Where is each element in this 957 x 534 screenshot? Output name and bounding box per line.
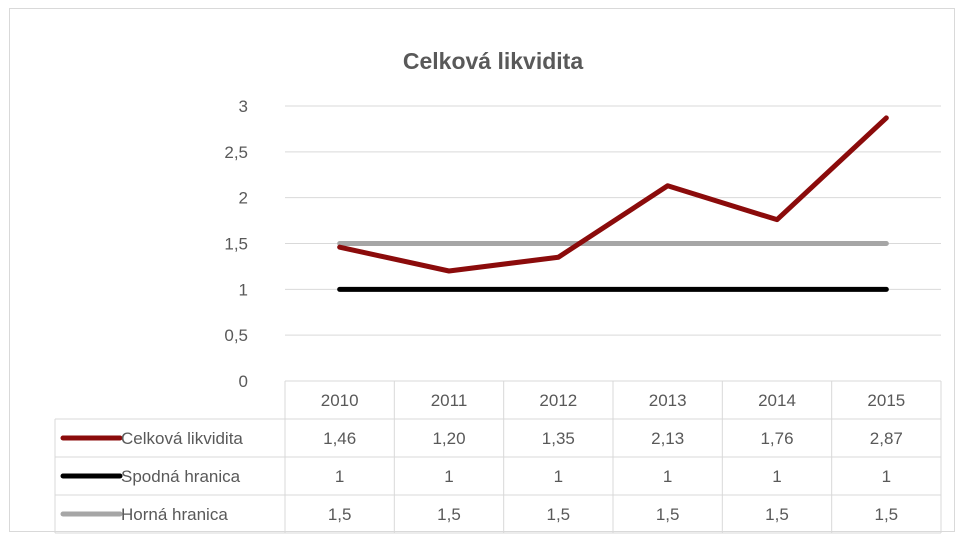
data-label: 1 (663, 467, 672, 486)
series-line-1 (337, 115, 889, 274)
data-label: 1,5 (875, 505, 899, 524)
data-label: 1 (882, 467, 891, 486)
chart-frame (9, 8, 955, 532)
data-label: 1,5 (437, 505, 461, 524)
data-label: 1,76 (760, 429, 793, 448)
series-layer (337, 115, 889, 292)
series-name: Horná hranica (121, 505, 228, 524)
y-tick-label: 0,5 (224, 326, 248, 345)
chart-title: Celková likvidita (403, 48, 583, 74)
data-label: 1 (554, 467, 563, 486)
y-tick-label: 1,5 (224, 235, 248, 254)
data-label: 1,5 (656, 505, 680, 524)
data-label: 1,5 (328, 505, 352, 524)
data-label: 1,5 (547, 505, 571, 524)
x-tick-label: 2012 (539, 391, 577, 410)
data-label: 2,87 (870, 429, 903, 448)
series-name: Spodná hranica (121, 467, 241, 486)
data-label: 1 (444, 467, 453, 486)
x-tick-label: 2010 (321, 391, 359, 410)
data-label: 2,13 (651, 429, 684, 448)
data-label: 1,46 (323, 429, 356, 448)
x-tick-label: 2013 (649, 391, 687, 410)
data-label: 1,5 (765, 505, 789, 524)
x-tick-label: 2014 (758, 391, 796, 410)
data-table: 2010 2011 2012 2013 2014 2015 Celková likvidit… (54, 380, 942, 534)
data-label: 1 (335, 467, 344, 486)
y-tick-label: 3 (239, 97, 248, 116)
series-name: Celková likvidita (121, 429, 243, 448)
y-tick-label: 0 (239, 372, 248, 391)
x-tick-label: 2015 (867, 391, 905, 410)
data-label: 1,20 (432, 429, 465, 448)
y-tick-label: 2 (239, 189, 248, 208)
data-label: 1,35 (542, 429, 575, 448)
y-axis: 0 0,5 1 1,5 2 2,5 3 (224, 97, 248, 391)
x-tick-label: 2011 (431, 391, 468, 410)
data-label: 1 (772, 467, 781, 486)
y-tick-label: 2,5 (224, 143, 248, 162)
y-tick-label: 1 (239, 280, 248, 299)
